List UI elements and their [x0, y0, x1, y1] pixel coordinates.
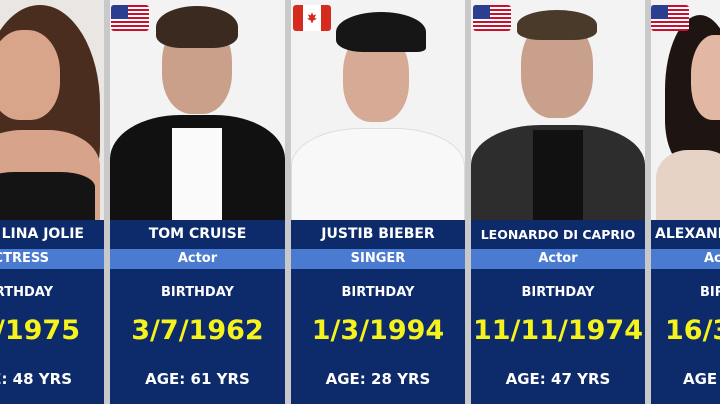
canada-flag-icon: [293, 5, 331, 31]
birthday-label: BIR: [700, 285, 720, 300]
birth-date: 3/7/1962: [131, 315, 264, 346]
birth-date: 1/3/1994: [311, 315, 445, 346]
us-flag-icon: [111, 5, 149, 31]
celebrity-role: Ac: [704, 251, 720, 266]
celebrity-card-3: JUSTIB BIEBER SINGER BIRTHDAY 1/3/1994 A…: [291, 0, 465, 404]
celebrity-name: ALEXAND: [655, 226, 720, 242]
celebrity-photo: [651, 0, 720, 220]
role-band: [291, 249, 465, 269]
birthday-label: RTHDAY: [0, 285, 53, 300]
birthday-label: BIRTHDAY: [161, 285, 234, 300]
us-flag-icon: [473, 5, 511, 31]
celebrity-name: LEONARDO DI CAPRIO: [480, 227, 636, 242]
celebrity-role: Actor: [538, 251, 578, 266]
age: AGE: 28 YRS: [325, 370, 431, 388]
age: AGE: 61 YRS: [145, 370, 250, 388]
celebrity-photo: [110, 0, 285, 220]
celebrity-photo: [0, 0, 104, 220]
celebrity-card-4: LEONARDO DI CAPRIO Actor BIRTHDAY 11/11/…: [471, 0, 645, 404]
birth-date: 11/11/1974: [472, 315, 643, 346]
celebrity-name: JUSTIB BIEBER: [321, 226, 435, 242]
celebrity-card-2: TOM CRUISE Actor BIRTHDAY 3/7/1962 AGE: …: [110, 0, 285, 404]
role-band: [471, 249, 645, 269]
celebrity-card-5: ALEXAND Ac BIR 16/3 AGE: [651, 0, 720, 404]
role-band: [0, 249, 104, 269]
birthday-label: BIRTHDAY: [341, 285, 415, 300]
age: AGE: [683, 370, 718, 388]
celebrity-photo: [471, 0, 645, 220]
age: E: 48 YRS: [0, 370, 72, 388]
birth-date: 16/3: [665, 315, 720, 346]
birthday-label: BIRTHDAY: [521, 285, 595, 300]
celebrity-card-1: LINA JOLIE CTRESS RTHDAY /1975 E: 48 YRS: [0, 0, 104, 404]
celebrity-role: CTRESS: [0, 251, 49, 266]
celebrity-role: Actor: [177, 251, 218, 266]
us-flag-icon: [651, 5, 689, 31]
celebrity-photo: [291, 0, 465, 220]
role-band: [651, 249, 720, 269]
celebrity-name: TOM CRUISE: [148, 226, 247, 242]
age: AGE: 47 YRS: [505, 370, 611, 388]
birth-date: /1975: [0, 315, 80, 346]
celebrity-role: SINGER: [350, 251, 406, 266]
celebrity-name: LINA JOLIE: [1, 226, 84, 242]
role-band: [110, 249, 285, 269]
